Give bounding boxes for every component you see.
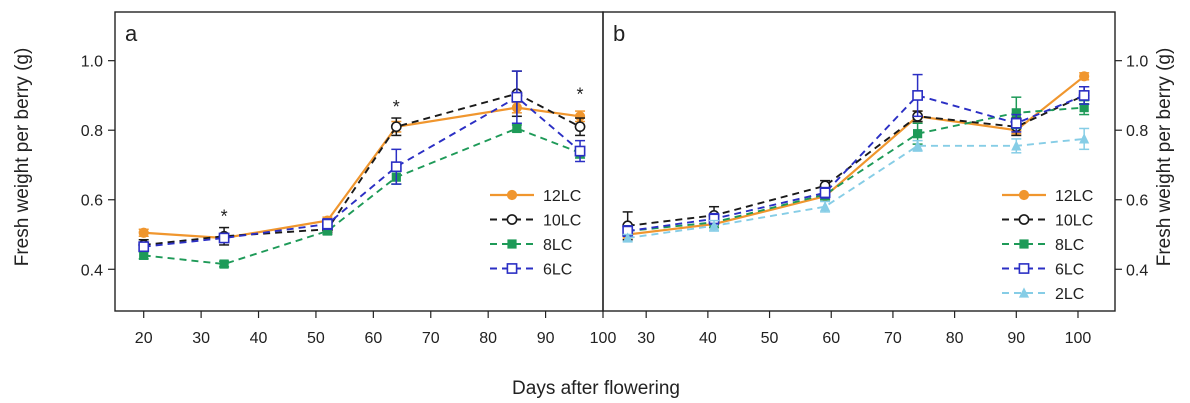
y-tick-label: 0.8 [1126, 123, 1148, 140]
legend-entry: 10LC [543, 213, 581, 230]
y-tick-label: 0.6 [81, 193, 103, 210]
data-point [390, 161, 402, 173]
data-point [1079, 103, 1089, 113]
series-line-12LC [627, 75, 1085, 236]
data-point [622, 232, 633, 243]
data-point [574, 121, 586, 133]
y-tick-label: 1.0 [1126, 54, 1148, 71]
series-line-10LC [143, 92, 581, 246]
x-tick-label: 60 [364, 330, 382, 347]
data-point [1010, 117, 1022, 129]
legend-marker [506, 263, 518, 274]
legend-entry: 2LC [1055, 286, 1084, 303]
data-point [218, 232, 230, 244]
x-tick-label: 70 [884, 330, 902, 347]
data-point [219, 259, 229, 269]
data-point [1078, 90, 1090, 101]
data-point [819, 201, 831, 212]
legend-marker [1018, 287, 1030, 298]
x-tick-label: 80 [946, 330, 964, 347]
significance-marker: * [577, 85, 584, 105]
y-axis-label-right: Fresh weight per berry (g) [1154, 48, 1175, 267]
x-tick-label: 100 [1065, 330, 1092, 347]
legend-marker [1018, 214, 1030, 225]
data-point [390, 121, 402, 133]
x-tick-label: 40 [250, 330, 268, 347]
series-line-6LC [627, 94, 1085, 232]
legend-marker [506, 214, 518, 225]
legend-marker [1018, 263, 1030, 274]
data-point [139, 250, 149, 260]
x-tick-label: 40 [699, 330, 717, 347]
y-tick-label: 0.4 [81, 262, 103, 279]
data-point [512, 123, 522, 134]
x-tick-label: 50 [761, 330, 779, 347]
y-tick-label: 1.0 [81, 54, 103, 71]
series-line-6LC [143, 96, 581, 248]
x-tick-label: 60 [822, 330, 840, 347]
series-6LC [138, 70, 586, 253]
legend-marker [507, 239, 517, 249]
data-point [819, 187, 831, 199]
y-tick-label: 0.6 [1126, 193, 1148, 210]
panel-a: a20 30 40 50 60 70 80 90 1000.40.60.81.0***12LC1… [81, 11, 617, 347]
legend-entry: 6LC [1055, 262, 1084, 279]
x-tick-label: 90 [537, 330, 555, 347]
series-6LC [622, 73, 1090, 237]
series-2LC [622, 127, 1090, 243]
data-point [574, 145, 586, 157]
panel-label: b [613, 21, 625, 46]
significance-marker: * [221, 206, 228, 226]
y-tick-label: 0.8 [81, 123, 103, 140]
data-point [138, 227, 149, 238]
x-tick-label: 90 [1007, 330, 1025, 347]
data-point [912, 140, 923, 151]
x-tick-label: 20 [135, 330, 153, 347]
legend: 12LC 10LC 8LC 6LC 2LC [1002, 188, 1093, 303]
data-point [1011, 140, 1022, 151]
x-tick-label: 100 [590, 330, 617, 347]
legend-entry: 12LC [543, 188, 581, 205]
x-tick-label: 80 [479, 330, 497, 347]
data-point [708, 220, 720, 231]
data-point [1011, 108, 1021, 118]
legend-entry: 8LC [1055, 237, 1084, 254]
x-tick-label: 30 [637, 330, 655, 347]
panel-b: b 30 40 50 60 70 80 90 100 0.4 0.6 0.8 1.0 12LC 10LC 8L… [602, 11, 1148, 347]
legend: 12LC 10LC 8LC 6LC [490, 188, 581, 279]
significance-marker: * [393, 97, 400, 117]
legend-entry: 8LC [543, 237, 572, 254]
data-point [322, 226, 333, 236]
data-point [1079, 71, 1090, 82]
plot-frame [114, 11, 604, 312]
series-line-10LC [627, 94, 1085, 227]
series-line-12LC [143, 106, 581, 240]
plot-frame [602, 11, 1116, 312]
data-point [322, 218, 333, 230]
legend-entry: 6LC [543, 262, 572, 279]
panel-label: a [125, 21, 138, 46]
x-tick-label: 50 [307, 330, 325, 347]
legend-marker [1019, 239, 1029, 249]
y-axis-label-left: Fresh weight per berry (g) [12, 48, 33, 267]
series-line-8LC [143, 127, 581, 266]
legend-entry: 12LC [1055, 188, 1093, 205]
x-axis-label: Days after flowering [512, 378, 680, 399]
data-point [138, 241, 150, 253]
legend-entry: 10LC [1055, 213, 1093, 230]
y-tick-label: 0.4 [1126, 262, 1148, 279]
data-point [1079, 133, 1090, 144]
legend-marker [1018, 189, 1030, 201]
data-point [511, 91, 523, 103]
data-point [912, 90, 924, 101]
x-tick-label: 30 [192, 330, 210, 347]
legend-marker [506, 189, 518, 201]
series-line-8LC [627, 106, 1085, 232]
x-tick-label: 70 [422, 330, 440, 347]
data-point [913, 129, 923, 139]
series-line-2LC [627, 137, 1085, 239]
